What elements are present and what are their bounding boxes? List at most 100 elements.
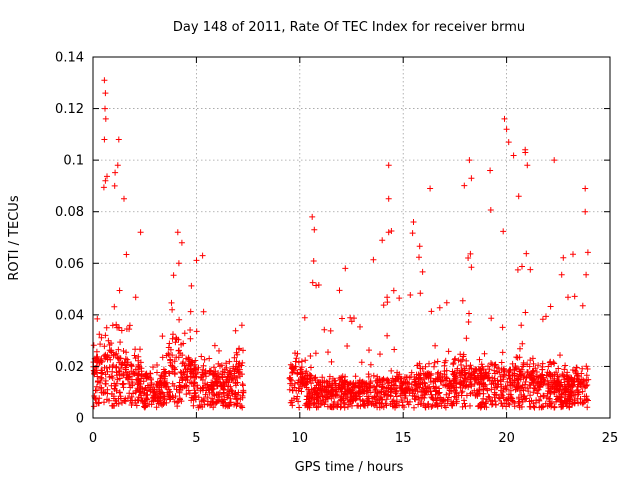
data-point [129,379,135,386]
data-point [139,400,146,406]
data-point [293,355,300,362]
data-point [289,399,295,406]
data-point [94,353,101,360]
y-tick-label: 0.14 [55,51,84,66]
data-point [166,351,172,358]
data-point [310,401,317,408]
data-point [531,375,538,382]
data-point [101,77,108,84]
data-point [551,404,558,411]
data-point [520,361,527,368]
data-point [188,282,195,289]
data-point [472,392,479,399]
data-point [485,363,491,370]
data-point [533,369,540,375]
data-point [223,379,230,386]
data-point [136,383,143,390]
data-point [551,375,558,382]
data-point [557,383,564,390]
data-point [514,266,521,273]
data-point [358,359,365,366]
data-point [353,389,360,396]
data-point [466,157,473,164]
data-point [191,387,198,394]
data-point [187,365,194,372]
data-point [526,363,533,370]
data-point [190,383,197,390]
data-point [573,387,580,394]
data-point [347,314,354,321]
data-point [296,385,303,392]
data-point [102,177,109,184]
data-point [402,379,409,386]
data-point [148,398,155,405]
data-point [106,374,113,380]
data-point [558,271,565,278]
data-point [373,400,380,407]
data-point [183,391,190,398]
data-point [453,396,460,403]
data-point [309,213,316,220]
data-point [562,393,569,400]
data-point [315,404,322,411]
data-point [191,393,198,400]
data-point [161,380,168,387]
data-point [236,345,243,352]
data-point [415,401,422,408]
data-point [240,382,246,389]
data-point [362,402,369,409]
data-point [125,374,132,381]
data-point [403,385,409,392]
data-point [397,392,404,399]
data-point [302,357,309,364]
y-tick-label: 0.08 [55,205,84,220]
data-point [304,404,311,411]
data-point [443,375,450,382]
data-point [135,386,142,393]
data-point [554,373,561,380]
data-point [496,395,503,402]
data-point [389,375,396,382]
data-point [579,302,586,309]
data-point [370,372,377,379]
data-point [92,364,99,371]
data-point [461,397,467,404]
data-point [526,398,533,405]
data-point [165,350,172,357]
data-point [231,368,238,375]
data-point [507,387,514,394]
data-point [231,401,237,408]
data-point [474,379,481,386]
data-point [138,365,145,372]
data-point [195,404,202,411]
data-point [434,371,441,377]
data-point [482,399,489,406]
data-point [507,379,514,386]
data-point [390,287,397,294]
data-point [149,395,156,402]
data-point [97,341,104,348]
data-point [106,354,113,361]
data-point [137,229,144,236]
data-point [167,388,174,395]
data-point [398,397,405,403]
data-point [239,371,245,378]
data-point [490,380,497,387]
data-point [513,384,520,391]
data-point [500,389,506,395]
data-point [235,363,242,370]
data-point [351,392,358,399]
data-point [393,373,400,380]
data-point [503,386,510,393]
data-point [564,396,571,403]
data-point [436,304,443,311]
data-point [555,395,561,402]
y-tick-label: 0.02 [55,360,84,375]
data-point [192,357,199,364]
data-point [575,373,582,380]
data-point [347,391,354,398]
data-point [118,327,125,334]
data-point [159,333,166,340]
data-point [234,401,241,407]
data-point [156,389,163,396]
